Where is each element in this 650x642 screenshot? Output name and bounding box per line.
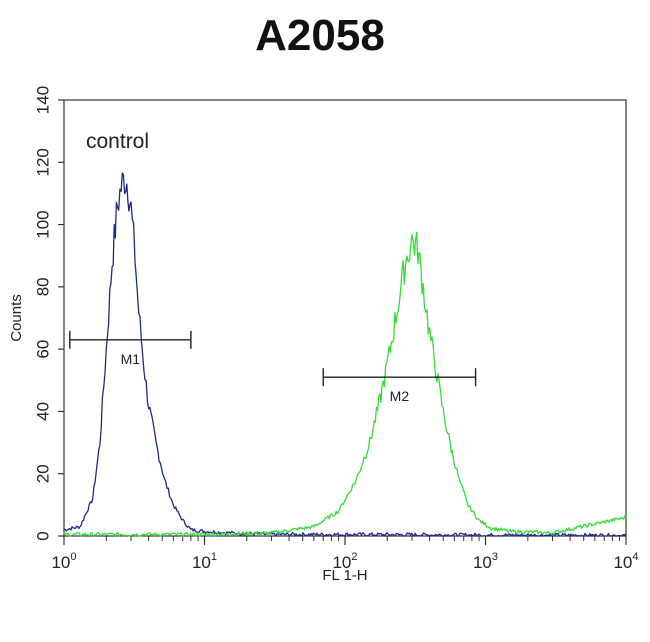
x-tick-label: 104 — [613, 551, 638, 572]
control-annotation: control — [86, 130, 149, 153]
y-tick-label: 20 — [33, 464, 52, 483]
x-tick-label: 103 — [473, 551, 498, 572]
x-tick-exponent: 0 — [70, 551, 76, 563]
x-tick-label: 102 — [332, 551, 357, 572]
marker-label: M2 — [390, 388, 410, 404]
plot-frame — [63, 99, 627, 537]
x-tick-base: 10 — [613, 553, 632, 572]
series-line-0 — [63, 172, 627, 537]
y-tick-label: 0 — [33, 531, 52, 540]
x-tick-base: 10 — [51, 553, 70, 572]
x-tick-base: 10 — [332, 553, 351, 572]
y-tick-label: 40 — [33, 402, 52, 421]
x-tick-base: 10 — [473, 553, 492, 572]
marker-layer: M1 M2 — [69, 330, 477, 404]
y-axis-label: Counts — [8, 294, 25, 342]
series-line-1 — [63, 231, 627, 537]
y-tick-label: 60 — [33, 340, 52, 359]
series-layer — [63, 172, 627, 537]
y-tick-label: 100 — [33, 210, 52, 238]
y-tick-label: 120 — [33, 148, 52, 176]
x-tick-base: 10 — [192, 553, 211, 572]
x-tick-label: 100 — [51, 551, 76, 572]
y-tick-label: 140 — [33, 86, 52, 114]
x-tick-exponent: 2 — [351, 551, 357, 563]
x-tick-exponent: 1 — [211, 551, 217, 563]
x-tick-exponent: 3 — [492, 551, 498, 563]
chart-title: A2058 — [255, 11, 385, 60]
x-tick-exponent: 4 — [632, 551, 638, 563]
y-axis: 0 20 40 60 80 100 120 140 — [33, 86, 64, 541]
x-axis-label: FL 1-H — [322, 567, 367, 584]
x-tick-label: 101 — [192, 551, 217, 572]
marker-label: M1 — [121, 351, 141, 367]
x-axis: 100 101 102 103 104 — [51, 536, 639, 572]
y-tick-label: 80 — [33, 277, 52, 296]
